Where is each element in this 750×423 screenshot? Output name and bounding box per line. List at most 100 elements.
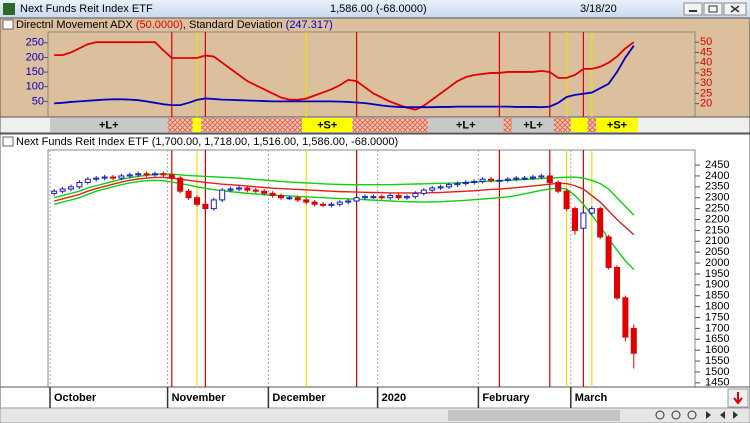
- maximize-button[interactable]: [703, 2, 723, 16]
- candle-body: [429, 187, 436, 191]
- candle-body: [454, 183, 461, 186]
- candle-body: [177, 177, 184, 192]
- y-tick-label: 1500: [705, 366, 729, 378]
- signal-band-label: +S+: [607, 119, 627, 131]
- candle-body: [336, 201, 343, 205]
- scrollbar[interactable]: [0, 407, 750, 423]
- candle-body: [328, 203, 335, 206]
- candle-body: [588, 208, 595, 214]
- candle-body: [110, 176, 116, 179]
- y-tick-label: 50: [32, 95, 44, 107]
- candle-body: [93, 177, 100, 180]
- signal-band: [512, 118, 554, 132]
- candle-body: [362, 196, 368, 199]
- y-tick-label: 2100: [705, 235, 729, 247]
- header-part: (50.0000): [136, 19, 183, 31]
- signal-band-label: +L+: [523, 119, 543, 131]
- candle-body: [378, 196, 385, 199]
- candle-body: [320, 203, 326, 206]
- scroll-right[interactable]: [706, 411, 711, 419]
- candle-body: [395, 195, 402, 199]
- y-tick-label: 150: [26, 66, 44, 78]
- indicator-line: [54, 41, 635, 111]
- candle-body: [345, 200, 352, 203]
- candle-body: [152, 173, 158, 176]
- overlay-line: [54, 176, 635, 236]
- candle-body: [462, 181, 469, 185]
- candle-body: [76, 181, 83, 188]
- candle-body: [51, 190, 58, 194]
- y-tick-label: 1950: [705, 268, 729, 280]
- signal-band: [50, 118, 168, 132]
- signal-band: [570, 118, 588, 132]
- candle-body: [622, 297, 629, 338]
- signal-band-label: +L+: [456, 119, 476, 131]
- y-tick-label: 2450: [705, 159, 729, 171]
- zoom-out[interactable]: [655, 410, 665, 420]
- x-tick-label: February: [482, 392, 530, 404]
- scroll-left[interactable]: [720, 411, 725, 419]
- y-tick-label: 1550: [705, 355, 729, 367]
- window-date: 3/18/20: [580, 3, 617, 15]
- y2-tick-label: 40: [700, 57, 712, 69]
- y-tick-label: 2050: [705, 246, 729, 258]
- y-tick-label: 1850: [705, 290, 729, 302]
- y-tick-label: 1800: [705, 301, 729, 313]
- y-tick-label: 1750: [705, 311, 729, 323]
- price-header: Next Funds Reit Index ETF (1,700.00, 1,7…: [16, 136, 398, 148]
- minimize-button[interactable]: [683, 2, 703, 16]
- close-icon: [730, 5, 740, 13]
- candle-body: [412, 192, 419, 198]
- price-marks: [49, 150, 637, 387]
- candle-body: [227, 188, 234, 191]
- y2-tick-label: 20: [700, 98, 712, 110]
- candle-body: [269, 192, 276, 197]
- window-title: Next Funds Reit Index ETF: [20, 3, 153, 15]
- indicator-header: Directnl Movement ADX (50.0000), Standar…: [16, 19, 333, 31]
- scroll-thumb[interactable]: [448, 410, 620, 421]
- candle-body: [370, 196, 377, 199]
- y-tick-label: 1450: [705, 377, 729, 389]
- x-tick-label: November: [172, 392, 227, 404]
- x-tick-label: October: [54, 392, 97, 404]
- candle-body: [311, 201, 318, 205]
- signal-band: [428, 118, 504, 132]
- indicator-line: [54, 45, 635, 109]
- zoom-controls[interactable]: [655, 410, 738, 420]
- y2-tick-label: 30: [700, 77, 712, 89]
- header-part: , Standard Deviation: [183, 19, 286, 31]
- candle-body: [572, 208, 578, 231]
- price-plot: [47, 149, 696, 388]
- candle-body: [244, 187, 251, 191]
- y2-tick-label: 25: [700, 87, 712, 99]
- candle-body: [135, 173, 142, 176]
- zoom-reset[interactable]: [687, 410, 697, 420]
- zoom-in[interactable]: [671, 410, 681, 420]
- candle-body: [185, 190, 192, 199]
- candle-body: [84, 178, 91, 183]
- candle-body: [488, 178, 494, 181]
- panel-icon: [2, 136, 14, 147]
- candle-body: [118, 175, 125, 179]
- x-tick-label: March: [575, 392, 608, 404]
- candle-body: [538, 175, 545, 178]
- candle-body: [446, 184, 452, 188]
- x-axis-row: [0, 386, 750, 409]
- candle-body: [261, 190, 268, 194]
- signal-band-hatch: [201, 118, 302, 132]
- scroll-right-end[interactable]: [733, 411, 738, 419]
- scroll-end-icon: [733, 392, 743, 405]
- window-controls[interactable]: [683, 2, 747, 16]
- candle-body: [68, 186, 74, 190]
- candle-body: [630, 327, 637, 354]
- candle-body: [278, 195, 284, 199]
- signal-band-hatch: [587, 118, 596, 132]
- candle-body: [252, 189, 259, 192]
- y-tick-label: 2150: [705, 224, 729, 236]
- candle-body: [530, 176, 536, 179]
- candle-body: [202, 203, 209, 210]
- candle-body: [597, 208, 604, 238]
- y-tick-label: 2350: [705, 181, 729, 193]
- y-tick-label: 2200: [705, 213, 729, 225]
